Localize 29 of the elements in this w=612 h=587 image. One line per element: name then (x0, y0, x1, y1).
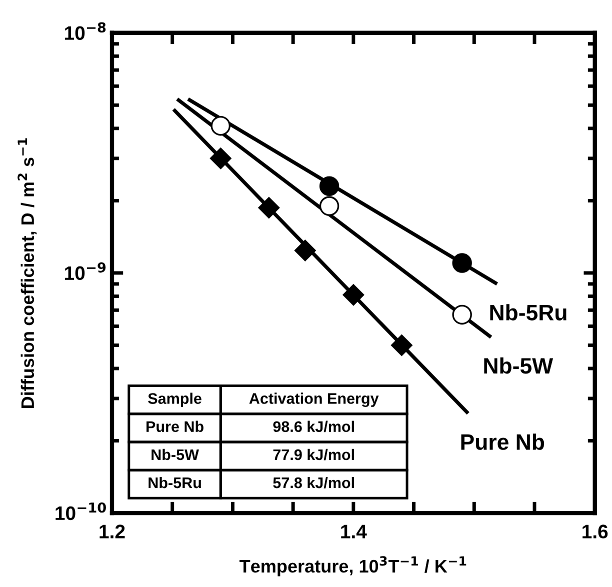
point (258, 197, 280, 218)
annotation: 57.8 kJ/mol (273, 476, 354, 488)
point (391, 334, 412, 356)
point (452, 304, 472, 325)
annotation: Nb-5W (152, 448, 199, 460)
point (294, 240, 316, 262)
annotation: 98.6 kJ/mol (273, 420, 354, 432)
annotation: Sample (148, 392, 202, 407)
point (210, 148, 232, 170)
y-tick-label: 10$^{−9}$ (65, 262, 106, 280)
legend-label: Nb-5W (484, 357, 554, 374)
point (342, 284, 364, 306)
y-tick-label: 10$^{−10}$ (56, 502, 106, 520)
point (319, 176, 340, 196)
legend-label: Pure Nb (461, 434, 544, 450)
x-tick-label: 1.6 (582, 524, 608, 538)
point (452, 253, 472, 273)
x-tick-label: 1.4 (341, 524, 367, 538)
annotation: Nb-5Ru (148, 476, 201, 488)
annotation: Activation Energy (249, 392, 379, 407)
annotation: 77.9 kJ/mol (273, 448, 354, 460)
x-tick-label: 1.2 (100, 524, 125, 538)
annotation: Pure Nb (146, 420, 204, 432)
legend-label: Nb-5Ru (490, 304, 566, 320)
x-axis-title: Temperature, 10$^{3}$T$^{−1}$ / K$^{−1}$ (240, 556, 466, 576)
y-axis-title: Diffusion coefficient, D / m$^{2}$ s$^{−1}$ (18, 138, 37, 408)
y-tick-label: 10$^{−8}$ (65, 22, 106, 40)
point (210, 116, 231, 136)
point (319, 196, 340, 216)
